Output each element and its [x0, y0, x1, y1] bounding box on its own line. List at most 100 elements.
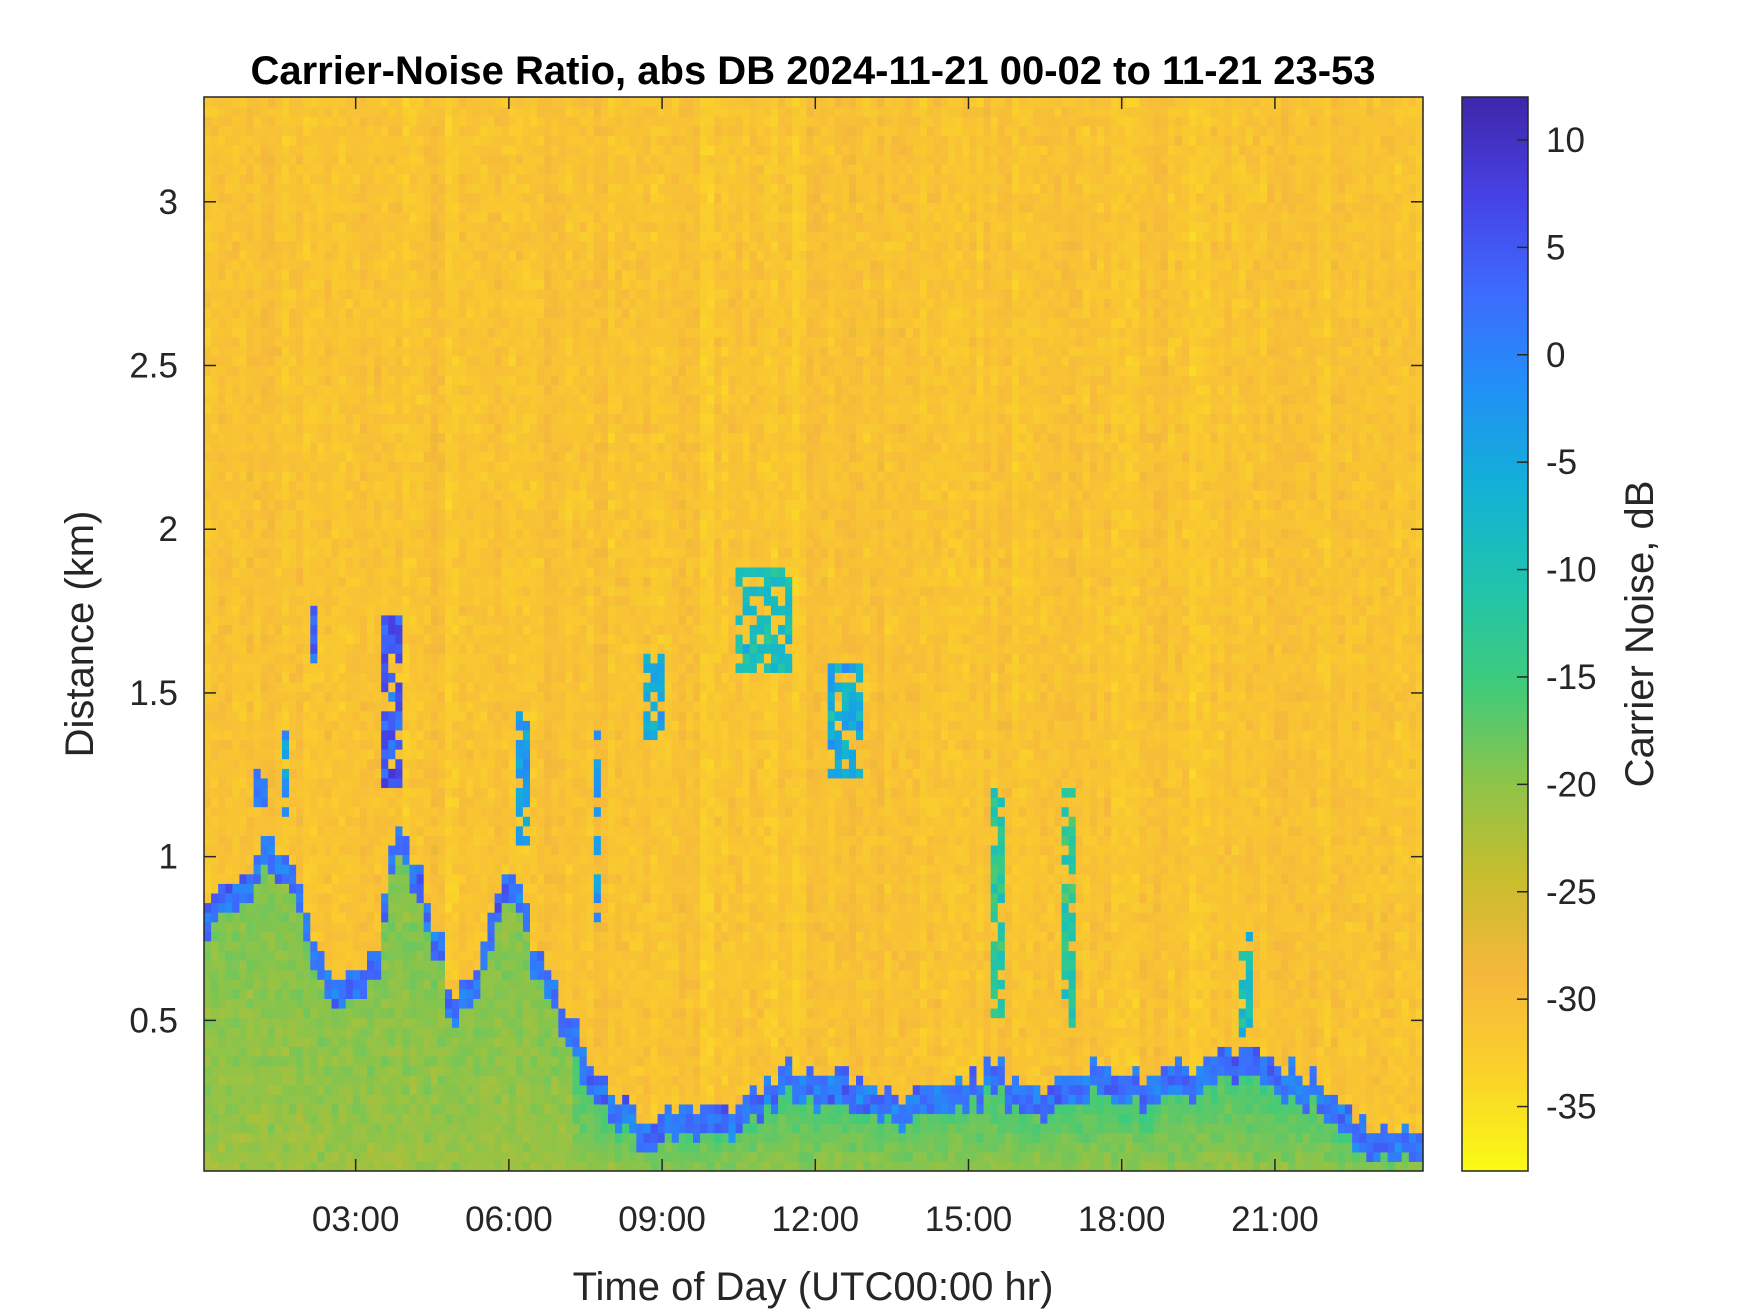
heatmap-cell: [267, 547, 276, 558]
heatmap-cell: [310, 739, 318, 750]
heatmap-cell: [267, 403, 276, 415]
heatmap-cell: [374, 307, 382, 319]
heatmap-cell: [473, 979, 481, 990]
heatmap-cell: [310, 854, 318, 865]
heatmap-cell: [501, 576, 510, 587]
heatmap-cell: [480, 528, 489, 539]
heatmap-cell: [423, 461, 432, 472]
heatmap-cell: [367, 1094, 375, 1105]
heatmap-cell: [267, 125, 276, 136]
heatmap-cell: [253, 979, 262, 990]
heatmap-cell: [395, 279, 404, 290]
heatmap-cell: [416, 528, 425, 539]
heatmap-cell: [423, 883, 432, 894]
heatmap-cell: [466, 1151, 474, 1163]
heatmap-cell: [218, 260, 226, 271]
heatmap-cell: [204, 1094, 212, 1105]
heatmap-cell: [260, 835, 269, 846]
heatmap-cell: [274, 1075, 283, 1086]
heatmap-cell: [480, 844, 489, 856]
heatmap-cell: [501, 940, 510, 952]
heatmap-cell: [338, 432, 347, 443]
heatmap-cell: [303, 307, 311, 319]
heatmap-cell: [388, 643, 396, 654]
heatmap-cell: [487, 1027, 496, 1038]
heatmap-cell: [246, 576, 255, 587]
heatmap-cell: [480, 691, 489, 702]
heatmap-cell: [515, 739, 524, 750]
heatmap-cell: [331, 576, 340, 587]
heatmap-cell: [225, 154, 233, 165]
heatmap-cell: [480, 212, 489, 223]
heatmap-cell: [246, 116, 255, 127]
heatmap-cell: [331, 768, 340, 779]
heatmap-cell: [232, 691, 241, 702]
heatmap-cell: [487, 125, 496, 136]
heatmap-cell: [274, 768, 283, 779]
heatmap-cell: [459, 681, 467, 693]
heatmap-cell: [317, 288, 326, 299]
heatmap-cell: [416, 1103, 425, 1115]
heatmap-cell: [430, 509, 439, 520]
heatmap-cell: [374, 365, 382, 376]
heatmap-cell: [508, 250, 517, 261]
heatmap-cell: [381, 240, 389, 252]
heatmap-cell: [508, 384, 517, 395]
heatmap-cell: [487, 375, 496, 386]
heatmap-cell: [402, 212, 411, 223]
heatmap-cell: [374, 1132, 382, 1143]
heatmap-cell: [430, 336, 439, 347]
heatmap-cell: [239, 461, 248, 472]
heatmap-cell: [501, 749, 510, 760]
heatmap-cell: [345, 662, 354, 673]
heatmap-cell: [211, 681, 219, 693]
heatmap-cell: [494, 960, 503, 971]
heatmap-cell: [274, 701, 283, 712]
heatmap-cell: [218, 423, 226, 434]
heatmap-cell: [296, 250, 304, 261]
heatmap-cell: [508, 720, 517, 731]
heatmap-cell: [508, 1017, 517, 1028]
heatmap-cell: [444, 307, 453, 319]
heatmap-cell: [409, 183, 418, 194]
heatmap-cell: [381, 202, 389, 213]
heatmap-cell: [395, 643, 404, 654]
heatmap-cell: [204, 892, 212, 904]
heatmap-cell: [402, 844, 411, 856]
heatmap-cell: [381, 221, 389, 232]
heatmap-cell: [466, 327, 474, 338]
heatmap-cell: [239, 116, 248, 127]
heatmap-cell: [352, 576, 361, 587]
heatmap-cell: [211, 125, 219, 136]
heatmap-cell: [437, 490, 446, 501]
heatmap-cell: [345, 1075, 354, 1086]
heatmap-cell: [515, 1036, 524, 1047]
heatmap-cell: [473, 969, 481, 980]
heatmap-cell: [494, 729, 503, 741]
heatmap-cell: [452, 403, 460, 415]
heatmap-cell: [211, 969, 219, 980]
heatmap-cell: [218, 442, 226, 453]
heatmap-cell: [494, 739, 503, 750]
heatmap-cell: [338, 931, 347, 942]
heatmap-cell: [473, 892, 481, 904]
heatmap-cell: [501, 998, 510, 1009]
heatmap-cell: [430, 969, 439, 980]
heatmap-cell: [395, 624, 404, 635]
heatmap-cell: [423, 547, 432, 558]
heatmap-cell: [388, 624, 396, 635]
heatmap-cell: [232, 518, 241, 530]
heatmap-cell: [338, 384, 347, 395]
heatmap-cell: [253, 710, 262, 721]
heatmap-cell: [508, 902, 517, 913]
heatmap-cell: [437, 940, 446, 952]
heatmap-cell: [459, 940, 467, 952]
heatmap-cell: [324, 154, 333, 165]
heatmap-cell: [267, 231, 276, 242]
heatmap-cell: [218, 317, 226, 328]
heatmap-cell: [381, 634, 389, 645]
heatmap-cell: [232, 806, 241, 817]
heatmap-cell: [480, 355, 489, 367]
heatmap-cell: [402, 279, 411, 290]
heatmap-cell: [473, 116, 481, 127]
